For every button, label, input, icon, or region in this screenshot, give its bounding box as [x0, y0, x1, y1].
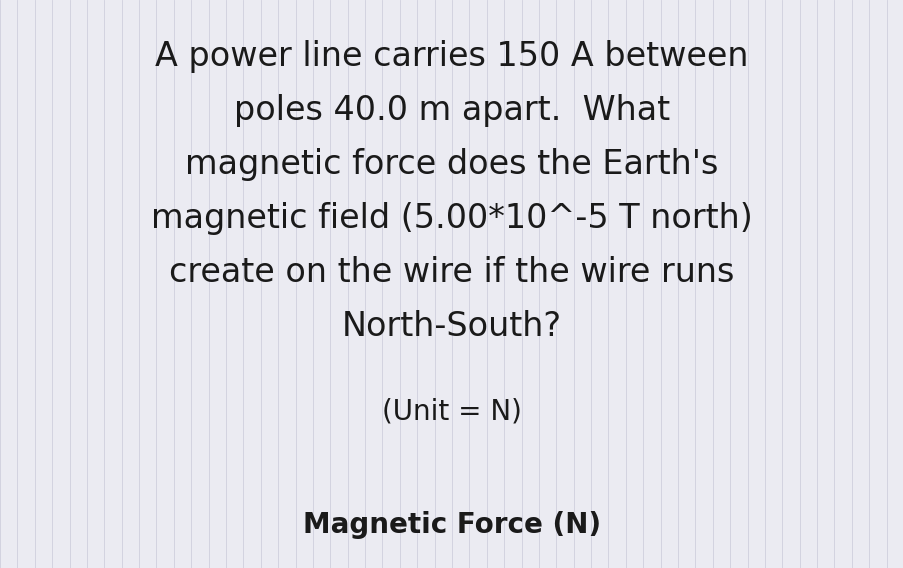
Text: magnetic field (5.00*10^-5 T north): magnetic field (5.00*10^-5 T north)	[151, 202, 752, 235]
Text: magnetic force does the Earth's: magnetic force does the Earth's	[185, 148, 718, 181]
Text: A power line carries 150 A between: A power line carries 150 A between	[155, 40, 748, 73]
Text: (Unit = N): (Unit = N)	[382, 398, 521, 425]
Text: North-South?: North-South?	[341, 310, 562, 343]
Text: poles 40.0 m apart.  What: poles 40.0 m apart. What	[234, 94, 669, 127]
Text: create on the wire if the wire runs: create on the wire if the wire runs	[169, 256, 734, 289]
Text: Magnetic Force (N): Magnetic Force (N)	[303, 511, 600, 539]
